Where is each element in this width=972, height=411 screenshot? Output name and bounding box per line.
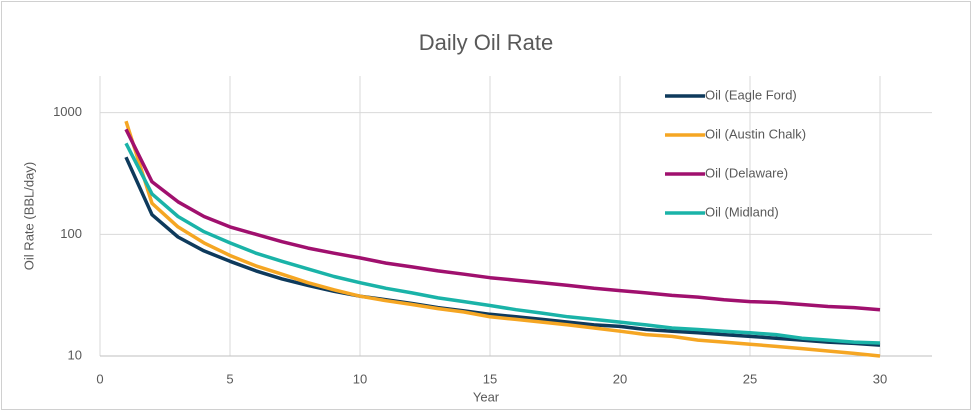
- legend-label: Oil (Midland): [705, 204, 779, 219]
- line-series: [124, 120, 881, 358]
- y-axis-label: Oil Rate (BBL/day): [21, 162, 36, 270]
- x-tick-label: 10: [353, 371, 367, 386]
- x-tick-label: 20: [613, 371, 627, 386]
- y-tick-label: 1000: [53, 104, 82, 119]
- x-tick-label: 15: [483, 371, 497, 386]
- x-tick-label: 30: [873, 371, 887, 386]
- chart-title: Daily Oil Rate: [419, 30, 553, 55]
- x-tick-label: 25: [743, 371, 757, 386]
- legend-label: Oil (Austin Chalk): [705, 126, 806, 141]
- x-tick-label: 5: [226, 371, 233, 386]
- line-series: [124, 128, 881, 312]
- line-series: [124, 156, 881, 347]
- line-series: [124, 142, 881, 345]
- legend-label: Oil (Eagle Ford): [705, 87, 797, 102]
- y-tick-label: 100: [60, 226, 82, 241]
- x-tick-label: 0: [96, 371, 103, 386]
- x-axis-label: Year: [473, 389, 500, 404]
- legend-label: Oil (Delaware): [705, 165, 788, 180]
- y-tick-label: 10: [68, 347, 82, 362]
